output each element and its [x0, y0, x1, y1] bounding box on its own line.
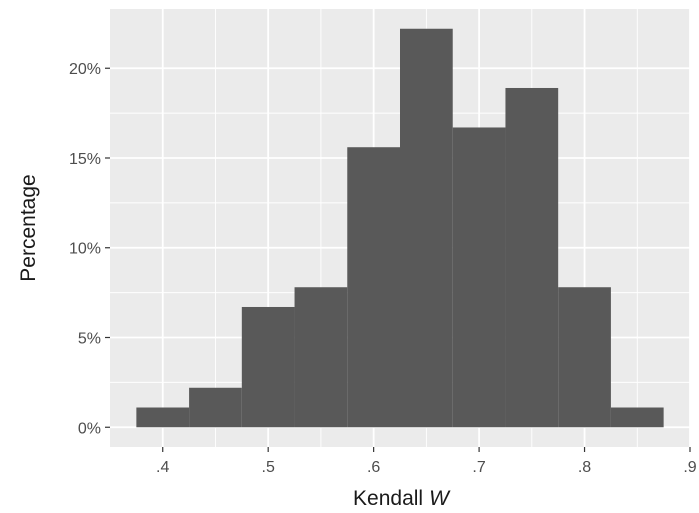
x-tick-label: .8	[578, 459, 591, 476]
histogram-bar	[347, 147, 400, 428]
histogram-bar	[136, 407, 190, 428]
y-tick-label: 5%	[78, 331, 101, 348]
x-tick-label: .4	[156, 459, 169, 476]
y-tick-label: 15%	[69, 151, 101, 168]
x-axis-title-italic: W	[429, 487, 451, 510]
histogram-bar	[189, 387, 242, 428]
y-tick-label: 0%	[78, 420, 101, 437]
x-tick-label: .6	[367, 459, 380, 476]
histogram-bar	[610, 407, 664, 428]
y-axis: 0% 5% 10% 15% 20%	[69, 61, 110, 437]
x-tick-label: .5	[262, 459, 275, 476]
histogram-bar	[558, 287, 611, 428]
y-tick-label: 20%	[69, 61, 101, 78]
x-tick-label: .7	[472, 459, 485, 476]
histogram-bar	[452, 127, 506, 428]
histogram-bar	[294, 287, 348, 428]
x-axis-title: Kendall W	[353, 487, 451, 510]
y-tick-label: 10%	[69, 241, 101, 258]
histogram-bars	[136, 28, 664, 428]
histogram-bar	[400, 28, 453, 428]
x-tick-label: .9	[683, 459, 696, 476]
x-axis-title-text: Kendall	[353, 487, 423, 510]
y-axis-title: Percentage	[17, 174, 40, 281]
x-axis: .4 .5 .6 .7 .8 .9	[156, 447, 697, 476]
histogram-bar	[505, 87, 559, 428]
histogram-bar	[241, 306, 295, 428]
